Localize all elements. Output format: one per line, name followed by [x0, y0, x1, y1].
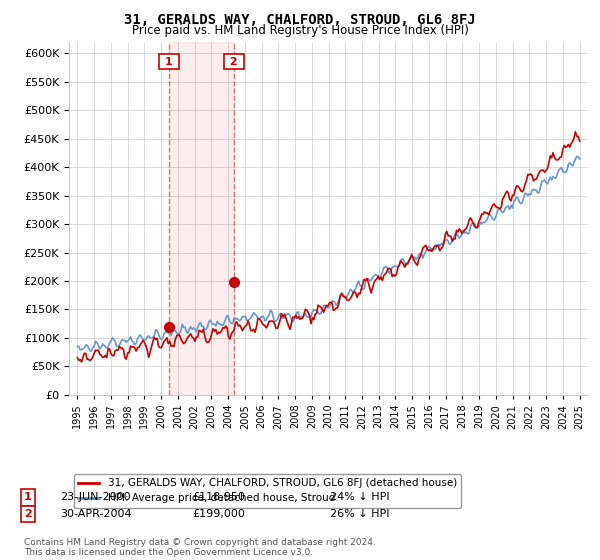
Bar — [169, 42, 233, 395]
Text: Price paid vs. HM Land Registry's House Price Index (HPI): Price paid vs. HM Land Registry's House … — [131, 24, 469, 37]
Text: 26% ↓ HPI: 26% ↓ HPI — [330, 509, 389, 519]
Text: 2: 2 — [24, 509, 32, 519]
Text: £118,950: £118,950 — [192, 492, 245, 502]
Text: 24% ↓ HPI: 24% ↓ HPI — [330, 492, 389, 502]
Text: £199,000: £199,000 — [192, 509, 245, 519]
Text: 30-APR-2004: 30-APR-2004 — [60, 509, 131, 519]
Text: Contains HM Land Registry data © Crown copyright and database right 2024.
This d: Contains HM Land Registry data © Crown c… — [24, 538, 376, 557]
Text: 2: 2 — [226, 57, 241, 67]
Text: 1: 1 — [24, 492, 32, 502]
Text: 31, GERALDS WAY, CHALFORD, STROUD, GL6 8FJ: 31, GERALDS WAY, CHALFORD, STROUD, GL6 8… — [124, 13, 476, 27]
Legend: 31, GERALDS WAY, CHALFORD, STROUD, GL6 8FJ (detached house), HPI: Average price,: 31, GERALDS WAY, CHALFORD, STROUD, GL6 8… — [74, 474, 461, 507]
Text: 23-JUN-2000: 23-JUN-2000 — [60, 492, 131, 502]
Text: 1: 1 — [161, 57, 177, 67]
